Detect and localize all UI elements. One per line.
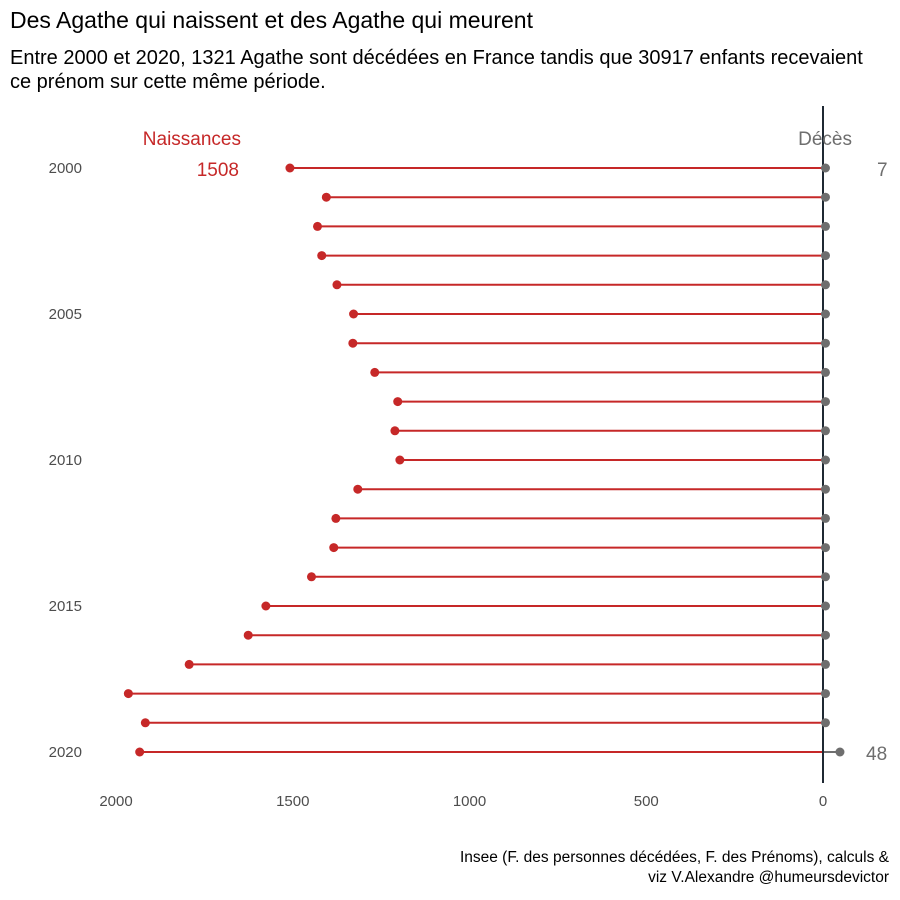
x-tick-label: 2000 bbox=[99, 793, 132, 810]
y-tick-label: 2005 bbox=[49, 306, 82, 323]
x-tick-label: 1500 bbox=[276, 793, 309, 810]
naissances-point bbox=[393, 397, 403, 407]
deces-point bbox=[820, 513, 830, 523]
y-tick-label: 2015 bbox=[49, 598, 82, 615]
caption-line-2: viz V.Alexandre @humeursdevictor bbox=[648, 869, 889, 886]
deces-point bbox=[820, 397, 830, 407]
naissances-point bbox=[332, 280, 342, 290]
naissances-point bbox=[243, 630, 253, 640]
x-tick-label: 1000 bbox=[453, 793, 486, 810]
chart-title: Des Agathe qui naissent et des Agathe qu… bbox=[10, 7, 533, 33]
y-tick-label: 2000 bbox=[49, 160, 82, 177]
deces-point bbox=[820, 309, 830, 319]
deces-point bbox=[820, 718, 830, 728]
naissances-point bbox=[390, 426, 400, 436]
naissances-point bbox=[349, 309, 359, 319]
deces-point bbox=[820, 630, 830, 640]
deces-point bbox=[820, 338, 830, 348]
deces-point bbox=[820, 221, 830, 231]
deces-first-value: 7 bbox=[877, 160, 888, 181]
naissances-first-value: 1508 bbox=[197, 160, 239, 181]
deces-point bbox=[820, 543, 830, 553]
y-tick-label: 2010 bbox=[49, 452, 82, 469]
deces-point bbox=[820, 455, 830, 465]
naissances-point bbox=[123, 689, 133, 699]
naissances-point bbox=[306, 572, 316, 582]
deces-point bbox=[820, 280, 830, 290]
y-tick-label: 2020 bbox=[49, 744, 82, 761]
deces-point bbox=[820, 163, 830, 173]
deces-point bbox=[820, 367, 830, 377]
naissances-point bbox=[331, 513, 341, 523]
naissances-point bbox=[184, 659, 194, 669]
naissances-point bbox=[348, 338, 358, 348]
naissances-point bbox=[317, 251, 327, 261]
naissances-legend-label: Naissances bbox=[143, 129, 241, 150]
x-tick-label: 0 bbox=[819, 793, 827, 810]
naissances-point bbox=[312, 221, 322, 231]
naissances-point bbox=[353, 484, 363, 494]
chart-subtitle: Entre 2000 et 2020, 1321 Agathe sont déc… bbox=[10, 47, 863, 93]
x-tick-label: 500 bbox=[634, 793, 659, 810]
naissances-point bbox=[285, 163, 295, 173]
deces-point bbox=[820, 251, 830, 261]
deces-point bbox=[835, 747, 845, 757]
deces-last-value: 48 bbox=[866, 744, 887, 765]
caption-line-1: Insee (F. des personnes décédées, F. des… bbox=[459, 849, 889, 866]
source-caption: Insee (F. des personnes décédées, F. des… bbox=[460, 848, 889, 888]
deces-point bbox=[820, 659, 830, 669]
naissances-point bbox=[135, 747, 145, 757]
naissances-point bbox=[329, 543, 339, 553]
naissances-point bbox=[395, 455, 405, 465]
deces-point bbox=[820, 601, 830, 611]
deces-point bbox=[820, 192, 830, 202]
naissances-point bbox=[370, 367, 380, 377]
naissances-point bbox=[261, 601, 271, 611]
naissances-point bbox=[321, 192, 331, 202]
deces-point bbox=[820, 484, 830, 494]
deces-point bbox=[820, 689, 830, 699]
deces-legend-label: Décès bbox=[798, 129, 852, 150]
naissances-point bbox=[140, 718, 150, 728]
deces-point bbox=[820, 426, 830, 436]
deces-point bbox=[820, 572, 830, 582]
